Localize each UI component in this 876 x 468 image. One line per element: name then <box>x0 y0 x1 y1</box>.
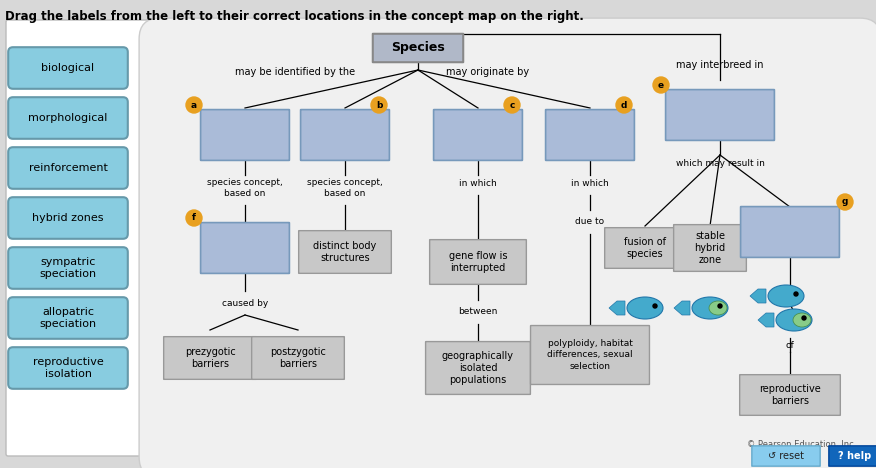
FancyBboxPatch shape <box>829 446 876 466</box>
FancyBboxPatch shape <box>201 110 289 161</box>
Text: geographically
isolated
populations: geographically isolated populations <box>442 351 514 386</box>
Text: g: g <box>842 197 848 206</box>
FancyBboxPatch shape <box>674 225 746 271</box>
FancyBboxPatch shape <box>139 18 876 468</box>
Ellipse shape <box>627 297 663 319</box>
Text: biological: biological <box>41 63 95 73</box>
Text: reproductive
isolation: reproductive isolation <box>32 357 103 379</box>
Circle shape <box>371 97 387 113</box>
Text: may be identified by the: may be identified by the <box>235 67 355 77</box>
Circle shape <box>794 292 798 296</box>
Ellipse shape <box>709 301 727 315</box>
Circle shape <box>802 316 806 320</box>
Text: postzygotic
barriers: postzygotic barriers <box>270 347 326 369</box>
Text: prezygotic
barriers: prezygotic barriers <box>185 347 236 369</box>
Text: due to: due to <box>576 218 604 227</box>
Text: polyploidy, habitat
differences, sexual
selection: polyploidy, habitat differences, sexual … <box>548 339 632 371</box>
Text: reinforcement: reinforcement <box>29 163 108 173</box>
Text: b: b <box>376 101 382 110</box>
Text: Species: Species <box>391 42 445 54</box>
FancyBboxPatch shape <box>531 326 649 385</box>
Text: may originate by: may originate by <box>447 67 530 77</box>
FancyBboxPatch shape <box>8 247 128 289</box>
Circle shape <box>837 194 853 210</box>
FancyBboxPatch shape <box>164 336 257 380</box>
Text: in which: in which <box>459 180 497 189</box>
Circle shape <box>653 304 657 308</box>
Text: ? help: ? help <box>838 451 872 461</box>
Text: may interbreed in: may interbreed in <box>676 60 764 70</box>
Text: which may result in: which may result in <box>675 160 765 168</box>
Text: © Pearson Education, Inc.: © Pearson Education, Inc. <box>746 439 856 448</box>
FancyBboxPatch shape <box>740 206 839 257</box>
Text: reproductive
barriers: reproductive barriers <box>759 384 821 406</box>
FancyBboxPatch shape <box>8 197 128 239</box>
Text: allopatric
speciation: allopatric speciation <box>39 307 96 329</box>
FancyBboxPatch shape <box>8 347 128 389</box>
FancyArrow shape <box>758 313 774 327</box>
Text: fusion of
species: fusion of species <box>624 237 666 259</box>
FancyBboxPatch shape <box>739 375 840 415</box>
Text: ↺ reset: ↺ reset <box>768 451 804 461</box>
FancyBboxPatch shape <box>6 20 870 456</box>
Text: distinct body
structures: distinct body structures <box>314 241 377 263</box>
Ellipse shape <box>692 297 728 319</box>
Circle shape <box>186 97 202 113</box>
Text: e: e <box>658 80 664 89</box>
Circle shape <box>616 97 632 113</box>
Text: morphological: morphological <box>28 113 108 123</box>
FancyBboxPatch shape <box>434 110 522 161</box>
Text: f: f <box>192 213 196 222</box>
Text: species concept,
based on: species concept, based on <box>207 178 283 197</box>
FancyBboxPatch shape <box>426 342 530 395</box>
Text: hybrid zones: hybrid zones <box>32 213 103 223</box>
Circle shape <box>718 304 722 308</box>
Text: species concept,
based on: species concept, based on <box>307 178 383 197</box>
Circle shape <box>504 97 520 113</box>
FancyArrow shape <box>609 301 625 315</box>
Circle shape <box>186 210 202 226</box>
FancyBboxPatch shape <box>299 231 392 273</box>
FancyBboxPatch shape <box>8 97 128 139</box>
Text: of: of <box>786 341 795 350</box>
Text: Drag the labels from the left to their correct locations in the concept map on t: Drag the labels from the left to their c… <box>5 10 584 23</box>
Text: sympatric
speciation: sympatric speciation <box>39 257 96 279</box>
FancyBboxPatch shape <box>300 110 390 161</box>
Text: stable
hybrid
zone: stable hybrid zone <box>695 231 725 265</box>
Ellipse shape <box>776 309 812 331</box>
Text: in which: in which <box>571 180 609 189</box>
FancyBboxPatch shape <box>8 297 128 339</box>
FancyBboxPatch shape <box>604 227 685 268</box>
FancyBboxPatch shape <box>752 446 820 466</box>
FancyBboxPatch shape <box>546 110 634 161</box>
FancyArrow shape <box>674 301 690 315</box>
Text: between: between <box>458 307 498 316</box>
Text: d: d <box>621 101 627 110</box>
FancyBboxPatch shape <box>201 223 289 273</box>
Text: gene flow is
interrupted: gene flow is interrupted <box>449 251 507 273</box>
Text: c: c <box>509 101 515 110</box>
Ellipse shape <box>793 313 811 327</box>
Text: caused by: caused by <box>222 299 268 307</box>
Circle shape <box>653 77 669 93</box>
Text: a: a <box>191 101 197 110</box>
Ellipse shape <box>768 285 804 307</box>
FancyBboxPatch shape <box>373 34 463 62</box>
FancyArrow shape <box>750 289 766 303</box>
FancyBboxPatch shape <box>429 240 526 285</box>
FancyBboxPatch shape <box>666 89 774 140</box>
FancyBboxPatch shape <box>8 47 128 89</box>
FancyBboxPatch shape <box>251 336 344 380</box>
FancyBboxPatch shape <box>8 147 128 189</box>
